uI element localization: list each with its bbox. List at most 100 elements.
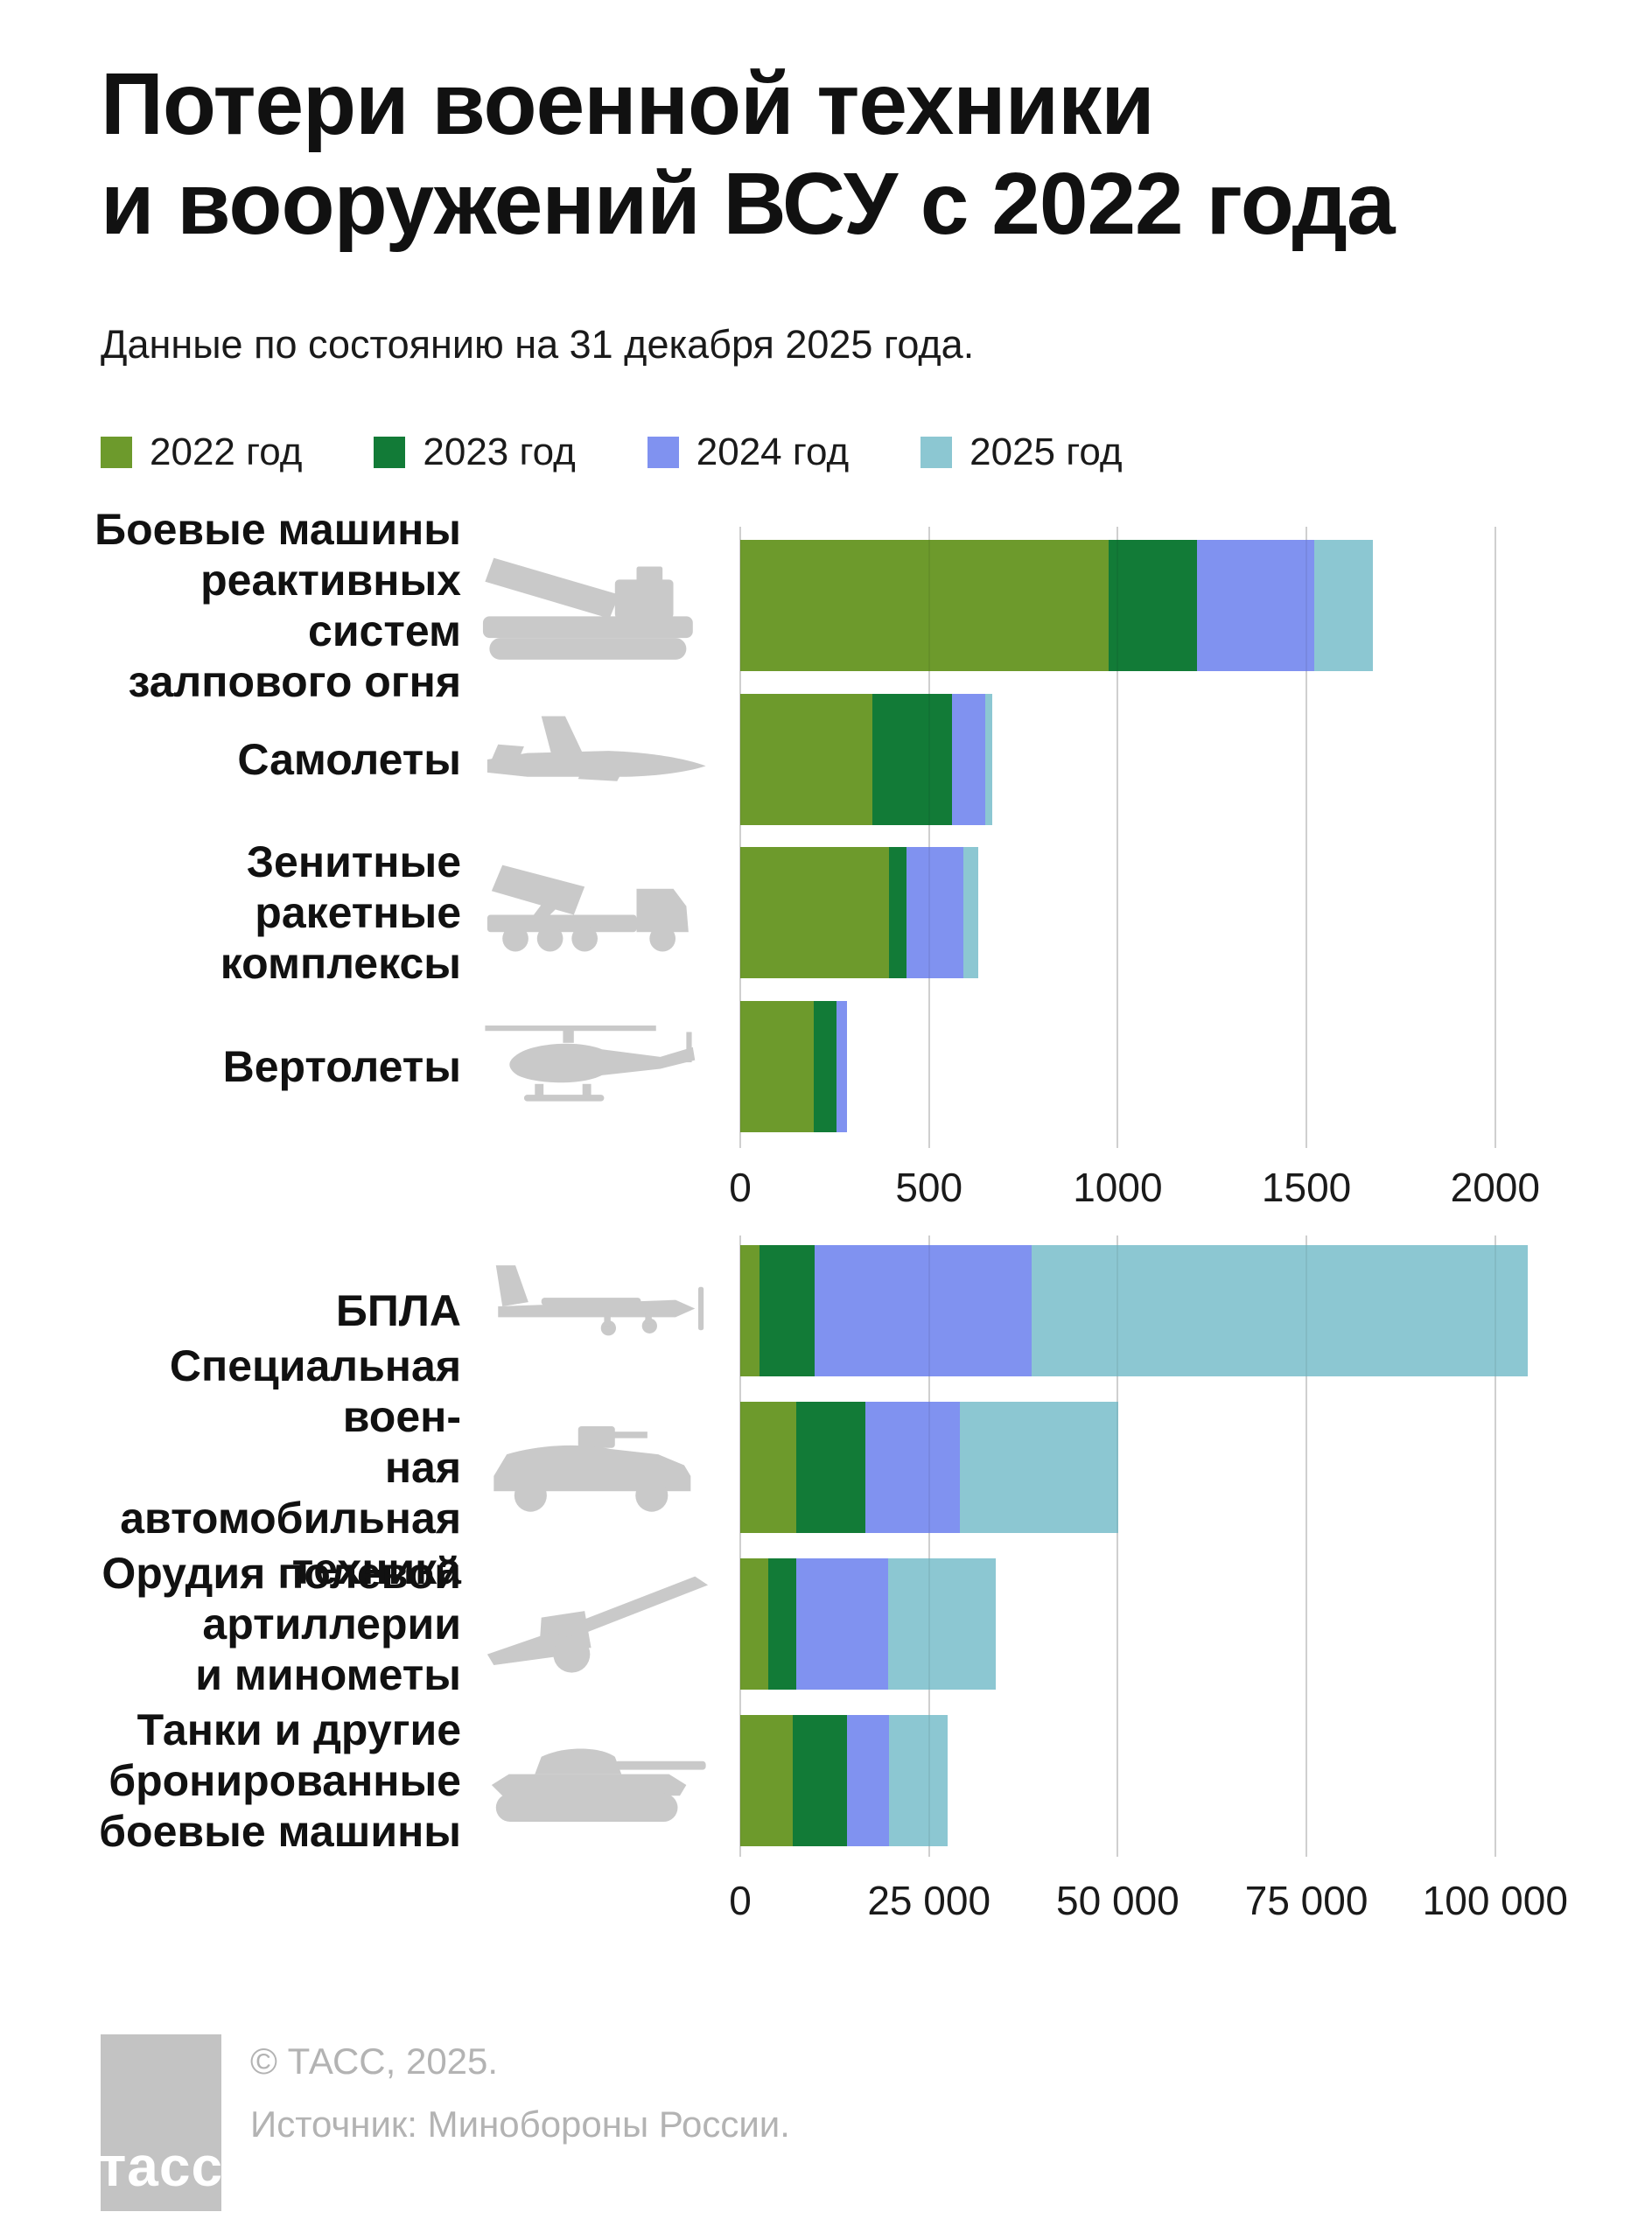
bar-segment-2025	[888, 1715, 948, 1846]
gridline	[739, 1236, 741, 1857]
bar-segment-2025	[960, 1402, 1119, 1533]
row-label-line: и минометы	[195, 1650, 461, 1699]
row-label: Орудия полевой артиллерии и минометы	[57, 1549, 461, 1699]
bar-track	[740, 1402, 1580, 1533]
row-label-line: бронированные	[108, 1756, 461, 1805]
row-label: Специальная воен-ная автомобильная техник…	[57, 1341, 461, 1593]
bar-segment-2024	[1196, 540, 1314, 671]
legend-label: 2023 год	[423, 430, 576, 473]
axis-tick-label: 2000	[1450, 1165, 1540, 1210]
row-label-line: Боевые машины	[94, 505, 461, 554]
bar-segment-2025	[962, 847, 978, 978]
legend-item: 2023 год	[374, 430, 576, 474]
bar-segment-2024	[865, 1402, 961, 1533]
gridline	[928, 1236, 930, 1857]
bar-track	[740, 1001, 1580, 1132]
axis-tick-label: 50 000	[1056, 1878, 1180, 1923]
jet-icon	[470, 694, 725, 825]
row-label-line: Специальная воен-	[169, 1341, 461, 1441]
row-label: Вертолеты	[57, 1001, 461, 1132]
bar-segment-2025	[1313, 540, 1373, 671]
axis-tick-label: 1000	[1073, 1165, 1163, 1210]
bar-segment-2024	[906, 847, 963, 978]
bar-segment-2022	[740, 1558, 768, 1690]
bar-track	[740, 694, 1580, 825]
legend-swatch	[374, 437, 406, 468]
bar-segment-2025	[985, 694, 993, 825]
bar-segment-2022	[740, 1715, 794, 1846]
bar-segment-2024	[951, 694, 986, 825]
bar-segment-2023	[1108, 540, 1197, 671]
tass-logo: тасс	[99, 2034, 222, 2211]
howitzer-icon	[470, 1558, 725, 1690]
bar-segment-2022	[740, 1001, 815, 1132]
gridline	[1494, 1236, 1496, 1857]
row-label-line: реактивных систем	[200, 556, 461, 655]
bar-segment-2022	[740, 1245, 760, 1376]
subtitle: Данные по состоянию на 31 декабря 2025 г…	[101, 322, 975, 367]
row-label-line: БПЛА	[335, 1286, 461, 1335]
humvee-icon	[470, 1402, 725, 1533]
row-label: БПЛА	[57, 1245, 461, 1376]
row-label-line: Вертолеты	[222, 1042, 461, 1091]
bar-track	[740, 540, 1580, 671]
bar-segment-2024	[795, 1558, 889, 1690]
legend-item: 2022 год	[101, 430, 302, 474]
legend-label: 2024 год	[696, 430, 850, 473]
row-label-line: артиллерии	[202, 1600, 461, 1648]
gridline	[928, 527, 930, 1148]
axis-tick-label: 100 000	[1422, 1878, 1568, 1923]
row-label-line: боевые машины	[99, 1807, 461, 1856]
row-label-line: ная автомобильная	[120, 1443, 461, 1543]
row-label-line: Зенитные	[246, 837, 461, 886]
gridline	[1494, 527, 1496, 1148]
gridline	[1116, 1236, 1119, 1857]
gridline	[739, 1236, 741, 1857]
axis-tick-label: 0	[729, 1165, 752, 1210]
gridline	[1116, 1236, 1119, 1857]
tank-icon	[470, 1715, 725, 1846]
title-line-2: и вооружений ВСУ с 2022 года	[101, 155, 1396, 253]
row-label-line: комплексы	[220, 939, 461, 988]
bar-segment-2024	[846, 1715, 889, 1846]
legend-item: 2025 год	[920, 430, 1123, 474]
bar-segment-2025	[1032, 1245, 1528, 1376]
gridline	[1306, 1236, 1308, 1857]
gridline	[1116, 527, 1119, 1148]
bar-track	[740, 1715, 1580, 1846]
legend-swatch	[920, 437, 953, 468]
bar-track	[740, 1245, 1580, 1376]
axis-tick-label: 1500	[1261, 1165, 1352, 1210]
row-label: Танки и другие бронированные боевые машины	[57, 1705, 461, 1856]
row-label-line: Танки и другие	[136, 1705, 461, 1754]
gridline	[1306, 527, 1308, 1148]
row-label-line: Самолеты	[237, 735, 461, 784]
drone-icon	[470, 1245, 725, 1376]
bar-segment-2022	[740, 1402, 796, 1533]
axis-tick-label: 75 000	[1244, 1878, 1368, 1923]
page-title: Потери военной техники и вооружений ВСУ …	[101, 54, 1396, 254]
bar-segment-2024	[836, 1001, 848, 1132]
row-label-line: Орудия полевой	[102, 1549, 461, 1598]
legend-swatch	[647, 437, 679, 468]
gridline	[928, 1236, 930, 1857]
bar-segment-2023	[767, 1558, 796, 1690]
legend-swatch	[101, 437, 132, 468]
bar-segment-2022	[740, 847, 890, 978]
bar-segment-2023	[872, 694, 952, 825]
row-label: Боевые машины реактивных систем залпового …	[57, 505, 461, 706]
axis-tick-label: 500	[895, 1165, 963, 1210]
source-text: Источник: Минобороны России.	[250, 2104, 790, 2145]
row-label: Самолеты	[57, 694, 461, 825]
bar-track	[740, 1558, 1580, 1690]
bar-segment-2022	[740, 540, 1109, 671]
gridline	[1494, 1236, 1496, 1857]
bar-segment-2023	[814, 1001, 836, 1132]
gridline	[739, 527, 741, 1148]
axis-tick-label: 0	[729, 1878, 752, 1923]
gridline	[1494, 527, 1496, 1148]
row-label-line: ракетные	[255, 888, 461, 937]
bar-segment-2023	[759, 1245, 815, 1376]
gridline	[1116, 527, 1119, 1148]
